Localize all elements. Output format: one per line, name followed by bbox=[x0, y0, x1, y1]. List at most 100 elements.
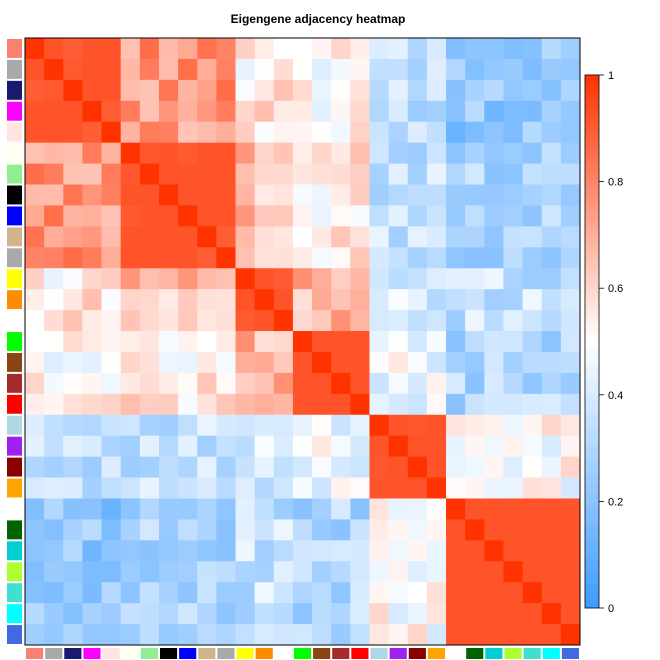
heatmap-cell bbox=[312, 519, 332, 541]
heatmap-cell bbox=[312, 540, 332, 562]
heatmap-cell bbox=[350, 289, 370, 311]
heatmap-cell bbox=[407, 393, 428, 416]
heatmap-cell bbox=[63, 205, 83, 227]
heatmap-cell bbox=[25, 205, 45, 227]
heatmap-cell bbox=[120, 142, 141, 164]
heatmap-cell bbox=[465, 477, 485, 499]
heatmap-cell bbox=[273, 38, 294, 60]
heatmap-cell bbox=[446, 393, 466, 416]
heatmap-cell bbox=[120, 100, 141, 123]
heatmap-cell bbox=[541, 477, 562, 499]
heatmap-cell bbox=[522, 561, 543, 583]
heatmap-cell bbox=[484, 372, 504, 395]
heatmap-cell bbox=[522, 624, 543, 646]
heatmap-cell bbox=[235, 100, 256, 123]
heatmap-cell bbox=[541, 142, 562, 164]
heatmap-cell bbox=[101, 414, 122, 437]
heatmap-cell bbox=[292, 561, 313, 583]
heatmap-cell bbox=[350, 414, 370, 437]
heatmap-cell bbox=[292, 519, 313, 541]
heatmap-cell bbox=[484, 414, 504, 437]
module-swatch-darkturquoise bbox=[485, 648, 503, 659]
heatmap-cell bbox=[292, 121, 313, 144]
heatmap-cell bbox=[120, 582, 141, 604]
heatmap-cell bbox=[120, 163, 141, 185]
heatmap-cell bbox=[331, 100, 351, 123]
heatmap-cell bbox=[522, 205, 543, 227]
heatmap-cell bbox=[63, 289, 83, 311]
heatmap-cell bbox=[331, 163, 351, 185]
heatmap-cell bbox=[541, 58, 562, 81]
module-swatch-orange bbox=[427, 648, 446, 659]
heatmap-cell bbox=[25, 184, 45, 206]
heatmap-cell bbox=[369, 100, 390, 123]
heatmap-cell bbox=[139, 121, 160, 144]
heatmap-cell bbox=[82, 205, 102, 227]
heatmap-cell bbox=[82, 38, 102, 60]
heatmap-cell bbox=[25, 226, 45, 248]
heatmap-cell bbox=[388, 456, 409, 478]
heatmap-cell bbox=[254, 58, 275, 81]
heatmap-cell bbox=[331, 435, 351, 458]
heatmap-cell bbox=[178, 331, 198, 353]
color-scale-ticks: 0 0.2 0.4 0.6 0.8 1 bbox=[599, 70, 623, 615]
heatmap-cell bbox=[235, 582, 256, 604]
heatmap-cell bbox=[158, 289, 179, 311]
heatmap-cell bbox=[426, 393, 447, 416]
heatmap-cell bbox=[178, 184, 198, 206]
heatmap-cell bbox=[407, 310, 428, 332]
heatmap-cell bbox=[139, 100, 160, 123]
heatmap-cell bbox=[503, 268, 523, 290]
heatmap-cell bbox=[312, 100, 332, 123]
heatmap-cell bbox=[197, 121, 217, 144]
heatmap-cell bbox=[63, 142, 83, 164]
heatmap-cell bbox=[446, 79, 466, 102]
heatmap-cell bbox=[82, 540, 102, 562]
heatmap-cell bbox=[312, 561, 332, 583]
legend-tick-label: 0.4 bbox=[608, 390, 623, 402]
heatmap-cell bbox=[197, 163, 217, 185]
heatmap-cell bbox=[388, 226, 409, 248]
heatmap-cell bbox=[139, 414, 160, 437]
heatmap-cell bbox=[465, 205, 485, 227]
module-swatch-black bbox=[7, 185, 22, 205]
legend-tick-label: 1 bbox=[608, 70, 614, 82]
heatmap-cell bbox=[63, 100, 83, 123]
heatmap-cell bbox=[120, 393, 141, 416]
heatmap-cell bbox=[465, 226, 485, 248]
heatmap-cell bbox=[465, 58, 485, 81]
heatmap-cell bbox=[369, 456, 390, 478]
heatmap-cell bbox=[25, 393, 45, 416]
heatmap-cell bbox=[178, 414, 198, 437]
heatmap-cell bbox=[235, 603, 256, 625]
heatmap-cell bbox=[407, 372, 428, 395]
heatmap-cell bbox=[446, 477, 466, 499]
heatmap-cell bbox=[44, 393, 64, 416]
heatmap-cell bbox=[522, 435, 543, 458]
heatmap-cell bbox=[178, 79, 198, 102]
heatmap-cell bbox=[254, 561, 275, 583]
heatmap-cell bbox=[446, 351, 466, 374]
heatmap-cell bbox=[216, 561, 236, 583]
heatmap-cell bbox=[101, 393, 122, 416]
module-swatch-midnightblue bbox=[64, 648, 82, 659]
heatmap-cell bbox=[446, 226, 466, 248]
heatmap-cell bbox=[235, 310, 256, 332]
heatmap-cell bbox=[139, 331, 160, 353]
heatmap-cell bbox=[388, 519, 409, 541]
heatmap-cell bbox=[312, 184, 332, 206]
heatmap-cell bbox=[541, 624, 562, 646]
heatmap-cell bbox=[158, 624, 179, 646]
heatmap-cell bbox=[120, 247, 141, 269]
heatmap-cell bbox=[197, 477, 217, 499]
heatmap-cell bbox=[254, 540, 275, 562]
heatmap-cell bbox=[178, 100, 198, 123]
heatmap-cell bbox=[312, 435, 332, 458]
heatmap-cell bbox=[350, 38, 370, 60]
heatmap-cell bbox=[216, 477, 236, 499]
heatmap-cell bbox=[350, 582, 370, 604]
heatmap-cell bbox=[25, 351, 45, 374]
heatmap-cell bbox=[63, 456, 83, 478]
heatmap-cell bbox=[426, 184, 447, 206]
heatmap-cell bbox=[44, 603, 64, 625]
